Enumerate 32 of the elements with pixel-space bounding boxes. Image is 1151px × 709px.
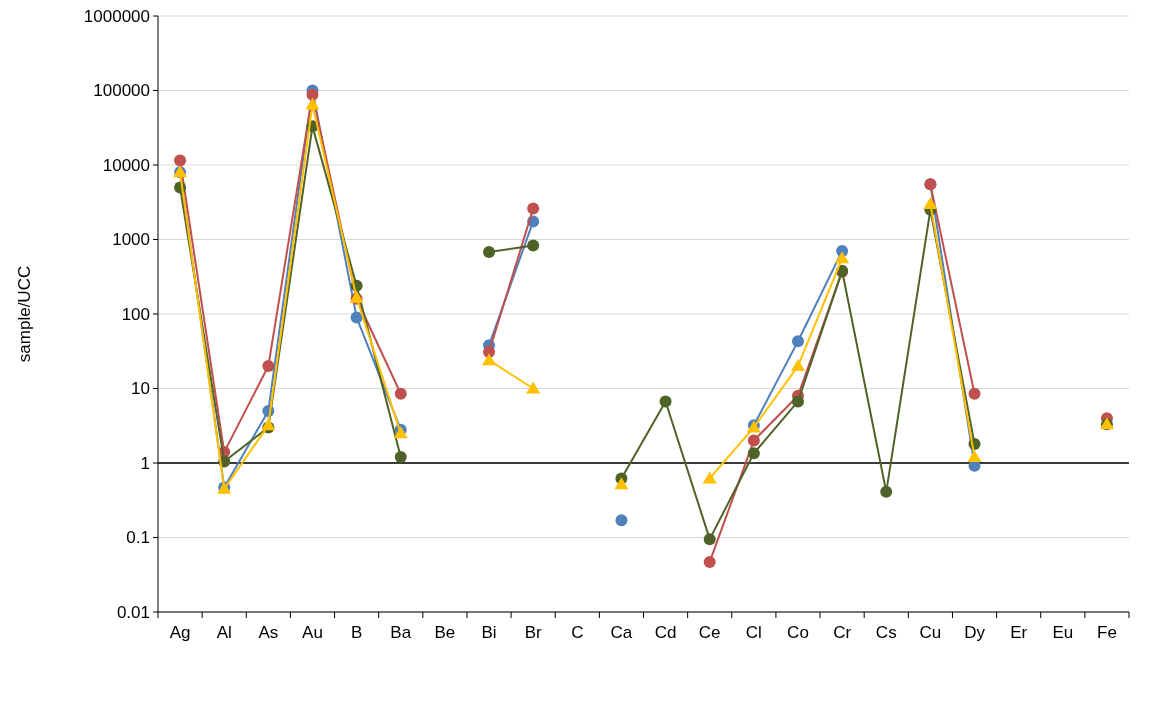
x-tick-label: Ce [698,623,721,642]
x-tick-label: Dy [964,623,986,642]
x-tick-label: Eu [1052,623,1074,642]
x-tick-label: C [571,623,584,642]
x-tick-label: Cd [654,623,677,642]
y-tick-label: 1 [140,453,150,473]
y-tick-label: 0.01 [116,602,150,622]
y-tick-label: 1000000 [83,6,150,26]
x-tick-label: Al [216,623,232,642]
x-tick-label: Cu [919,623,942,642]
x-tick-label: Er [1010,623,1028,642]
x-tick-label: Ag [169,623,191,642]
x-tick-label: Ca [610,623,633,642]
x-tick-label: Ba [390,623,412,642]
y-tick-label: 100 [121,304,150,324]
x-tick-label: Br [524,623,542,642]
x-tick-label: As [258,623,279,642]
y-tick-label: 10 [131,379,150,399]
y-tick-label: 100000 [93,81,150,101]
y-tick-label: 1000 [112,230,150,250]
x-tick-label: Fe [1097,623,1117,642]
x-tick-label: Cl [745,623,762,642]
x-tick-label: Bi [481,623,497,642]
y-axis-title: sample/UCC [15,265,34,363]
y-tick-label: 10000 [102,155,150,175]
x-tick-label: Cs [875,623,897,642]
x-tick-label: Be [434,623,456,642]
x-tick-label: Au [302,623,323,642]
y-tick-label: 0.1 [126,528,150,548]
x-tick-label: Cr [833,623,852,642]
x-tick-label: B [350,623,363,642]
x-tick-label: Co [787,623,809,642]
